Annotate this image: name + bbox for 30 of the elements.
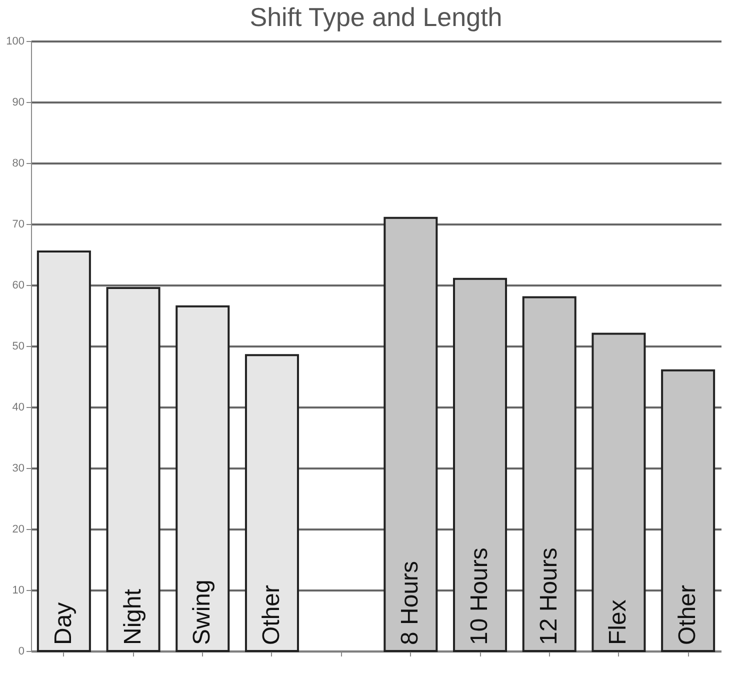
x-tick-label: Other [258, 584, 285, 645]
x-tick-label: Night [119, 588, 146, 645]
bar [384, 216, 438, 652]
y-tick-label: 50 [12, 340, 24, 352]
x-tick-label: Flex [604, 600, 632, 645]
bar [36, 250, 91, 652]
y-tick-label: 30 [12, 462, 24, 474]
bar [106, 287, 160, 652]
chart-title: Shift Type and Length [250, 2, 502, 32]
x-tick-label: 12 Hours [535, 548, 562, 645]
y-tick-label: 10 [12, 584, 24, 596]
y-tick-label: 60 [12, 280, 24, 292]
y-tick-label: 70 [12, 218, 24, 230]
bar [661, 369, 716, 652]
x-tick-label: 10 Hours [466, 548, 494, 645]
y-tick-label: 0 [18, 646, 24, 658]
y-tick-label: 90 [12, 96, 24, 108]
x-tick-label: 8 Hours [396, 560, 424, 645]
x-tick-label: Swing [188, 580, 216, 645]
y-tick-label: 80 [12, 158, 24, 170]
bar [592, 332, 646, 652]
bar [522, 296, 576, 652]
bar [244, 354, 299, 652]
bar [453, 278, 508, 652]
y-tick-label: 20 [12, 524, 24, 536]
bar [176, 305, 230, 652]
y-tick-label: 100 [6, 36, 24, 48]
x-tick-label: Day [50, 602, 77, 645]
y-tick-label: 40 [12, 402, 24, 414]
x-tick-label: Other [674, 584, 702, 645]
